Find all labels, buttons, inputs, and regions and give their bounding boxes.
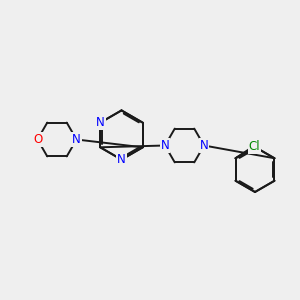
Text: N: N: [117, 153, 126, 166]
Text: N: N: [160, 139, 169, 152]
Text: N: N: [200, 139, 208, 152]
Text: N: N: [96, 116, 105, 129]
Text: N: N: [72, 133, 81, 146]
Text: O: O: [33, 133, 42, 146]
Text: Cl: Cl: [249, 140, 260, 153]
